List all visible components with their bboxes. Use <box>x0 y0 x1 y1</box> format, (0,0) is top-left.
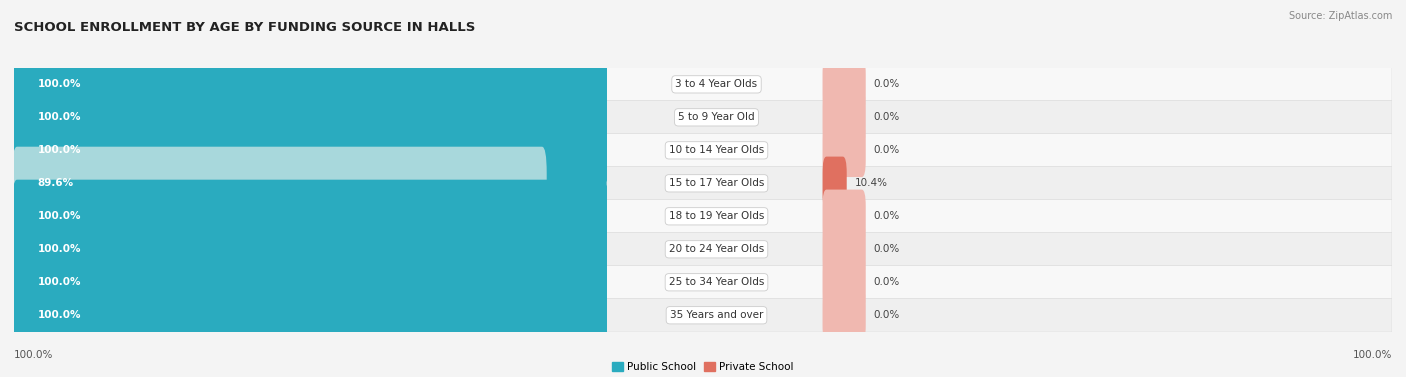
Text: 0.0%: 0.0% <box>873 145 900 155</box>
FancyBboxPatch shape <box>823 256 866 309</box>
Text: 100.0%: 100.0% <box>38 244 82 254</box>
Text: 10.4%: 10.4% <box>855 178 887 188</box>
Text: 100.0%: 100.0% <box>38 145 82 155</box>
Text: Source: ZipAtlas.com: Source: ZipAtlas.com <box>1288 11 1392 21</box>
Text: 89.6%: 89.6% <box>38 178 75 188</box>
Text: 0.0%: 0.0% <box>873 310 900 320</box>
Text: 0.0%: 0.0% <box>873 79 900 89</box>
FancyBboxPatch shape <box>14 199 606 233</box>
Text: 100.0%: 100.0% <box>38 277 82 287</box>
FancyBboxPatch shape <box>14 133 606 167</box>
FancyBboxPatch shape <box>14 67 606 101</box>
FancyBboxPatch shape <box>823 90 866 144</box>
Text: 100.0%: 100.0% <box>38 310 82 320</box>
FancyBboxPatch shape <box>823 124 866 177</box>
Text: SCHOOL ENROLLMENT BY AGE BY FUNDING SOURCE IN HALLS: SCHOOL ENROLLMENT BY AGE BY FUNDING SOUR… <box>14 21 475 34</box>
FancyBboxPatch shape <box>606 133 1392 167</box>
Text: 15 to 17 Year Olds: 15 to 17 Year Olds <box>669 178 765 188</box>
FancyBboxPatch shape <box>606 101 1392 134</box>
Text: 3 to 4 Year Olds: 3 to 4 Year Olds <box>675 79 758 89</box>
Text: 20 to 24 Year Olds: 20 to 24 Year Olds <box>669 244 763 254</box>
FancyBboxPatch shape <box>823 190 866 243</box>
FancyBboxPatch shape <box>14 167 606 200</box>
FancyBboxPatch shape <box>823 156 846 210</box>
Text: 0.0%: 0.0% <box>873 211 900 221</box>
FancyBboxPatch shape <box>13 180 609 253</box>
Text: 0.0%: 0.0% <box>873 277 900 287</box>
Text: 100.0%: 100.0% <box>1353 350 1392 360</box>
Text: 35 Years and over: 35 Years and over <box>669 310 763 320</box>
Text: 100.0%: 100.0% <box>38 112 82 123</box>
Text: 100.0%: 100.0% <box>38 211 82 221</box>
Text: 0.0%: 0.0% <box>873 244 900 254</box>
FancyBboxPatch shape <box>13 213 609 286</box>
FancyBboxPatch shape <box>606 167 1392 200</box>
FancyBboxPatch shape <box>823 222 866 276</box>
Text: 10 to 14 Year Olds: 10 to 14 Year Olds <box>669 145 763 155</box>
FancyBboxPatch shape <box>13 114 609 187</box>
FancyBboxPatch shape <box>14 299 606 332</box>
Legend: Public School, Private School: Public School, Private School <box>613 362 793 372</box>
FancyBboxPatch shape <box>13 81 609 154</box>
FancyBboxPatch shape <box>13 279 609 352</box>
FancyBboxPatch shape <box>606 67 1392 101</box>
FancyBboxPatch shape <box>14 101 606 134</box>
FancyBboxPatch shape <box>13 48 609 121</box>
FancyBboxPatch shape <box>606 299 1392 332</box>
Text: 25 to 34 Year Olds: 25 to 34 Year Olds <box>669 277 765 287</box>
Text: 100.0%: 100.0% <box>14 350 53 360</box>
FancyBboxPatch shape <box>13 147 547 220</box>
Text: 100.0%: 100.0% <box>38 79 82 89</box>
Text: 18 to 19 Year Olds: 18 to 19 Year Olds <box>669 211 765 221</box>
FancyBboxPatch shape <box>13 246 609 319</box>
Text: 5 to 9 Year Old: 5 to 9 Year Old <box>678 112 755 123</box>
FancyBboxPatch shape <box>823 58 866 111</box>
FancyBboxPatch shape <box>606 199 1392 233</box>
Text: 0.0%: 0.0% <box>873 112 900 123</box>
FancyBboxPatch shape <box>14 233 606 266</box>
FancyBboxPatch shape <box>606 233 1392 266</box>
FancyBboxPatch shape <box>606 265 1392 299</box>
FancyBboxPatch shape <box>14 265 606 299</box>
FancyBboxPatch shape <box>823 288 866 342</box>
